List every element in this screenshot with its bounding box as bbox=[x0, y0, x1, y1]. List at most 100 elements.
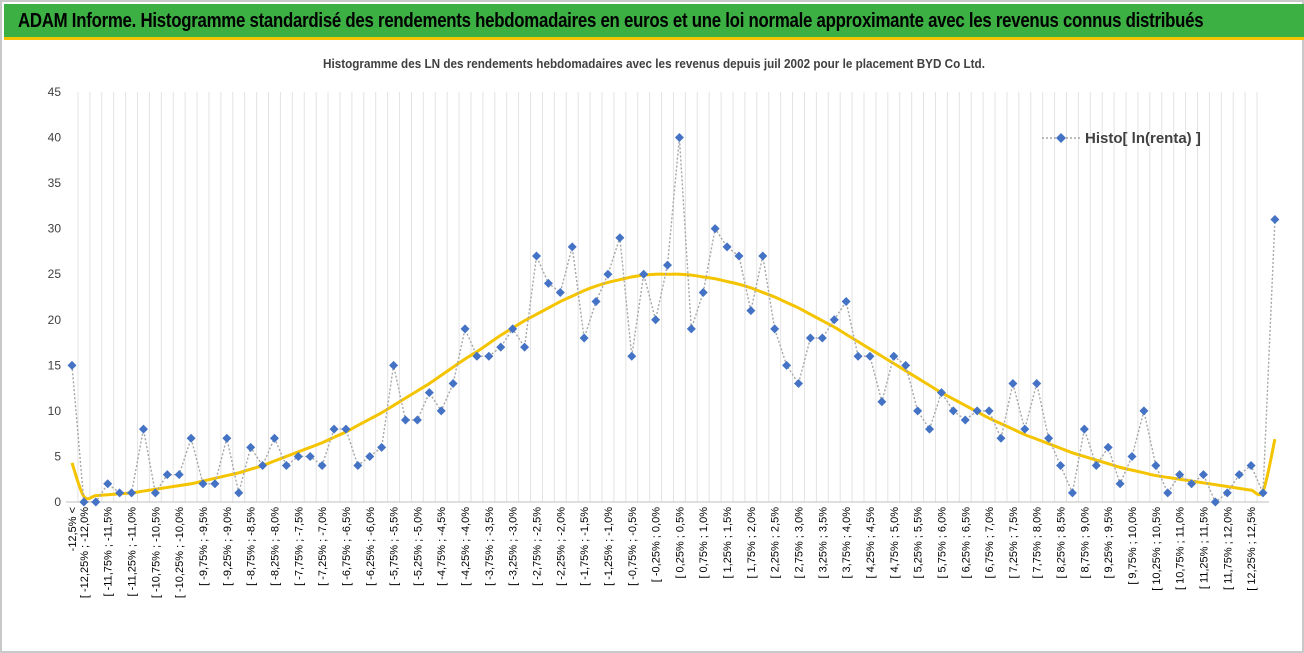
data-point-diamond bbox=[103, 479, 113, 489]
x-tick-label: [ -6,25% ; -6,0% bbox=[365, 507, 377, 586]
data-point-diamond bbox=[543, 278, 553, 288]
data-point-diamond bbox=[1103, 442, 1113, 452]
data-point-diamond bbox=[591, 297, 601, 307]
data-point-diamond bbox=[1187, 479, 1197, 489]
data-point-diamond bbox=[1175, 470, 1185, 480]
data-point-diamond bbox=[889, 351, 899, 361]
x-tick-label: [ 6,75% ; 7,0% bbox=[984, 507, 996, 579]
x-tick-label: [ 5,25% ; 5,5% bbox=[913, 507, 925, 579]
x-tick-label: [ 3,75% ; 4,0% bbox=[841, 507, 853, 579]
x-tick-label: [ 10,75% ; 11,0% bbox=[1175, 507, 1187, 590]
x-tick-label: [ 6,25% ; 6,5% bbox=[960, 507, 972, 579]
data-point-diamond bbox=[853, 351, 863, 361]
x-tick-label: [ -4,25% ; -4,0% bbox=[460, 507, 472, 586]
data-point-diamond bbox=[162, 470, 172, 480]
data-point-diamond bbox=[734, 251, 744, 261]
x-tick-label: [ -6,75% ; -6,5% bbox=[341, 507, 353, 586]
data-point-diamond bbox=[1270, 215, 1280, 225]
data-point-diamond bbox=[758, 251, 768, 261]
x-tick-label: [ 4,75% ; 5,0% bbox=[889, 507, 901, 579]
report-header: ADAM Informe. Histogramme standardisé de… bbox=[4, 4, 1304, 40]
x-tick-label: [ -3,75% ; -3,5% bbox=[484, 507, 496, 586]
x-tick-label: [ -3,25% ; -3,0% bbox=[508, 507, 520, 586]
data-point-diamond bbox=[1139, 406, 1149, 416]
data-point-diamond bbox=[472, 351, 482, 361]
data-point-diamond bbox=[198, 479, 208, 489]
data-point-diamond bbox=[281, 461, 291, 471]
data-point-diamond bbox=[674, 133, 684, 143]
data-point-diamond bbox=[1234, 470, 1244, 480]
x-tick-label: [ -7,25% ; -7,0% bbox=[317, 507, 329, 586]
data-point-diamond bbox=[686, 324, 696, 334]
x-tick-label: [ -2,25% ; -2,0% bbox=[555, 507, 567, 586]
y-tick-label: 45 bbox=[48, 85, 62, 99]
x-tick-label: [ 8,75% ; 9,0% bbox=[1079, 507, 1091, 579]
x-tick-label: [ -8,75% ; -8,5% bbox=[246, 507, 258, 586]
data-point-diamond bbox=[1222, 488, 1232, 498]
data-point-diamond bbox=[174, 470, 184, 480]
data-point-diamond bbox=[877, 397, 887, 407]
y-tick-label: 0 bbox=[54, 495, 61, 509]
data-point-diamond bbox=[258, 461, 268, 471]
normal-curve-series bbox=[70, 272, 1277, 501]
data-point-diamond bbox=[353, 461, 363, 471]
data-point-diamond bbox=[936, 388, 946, 398]
y-tick-label: 15 bbox=[48, 358, 62, 372]
data-point-diamond bbox=[1056, 461, 1066, 471]
data-point-diamond bbox=[484, 351, 494, 361]
data-point-diamond bbox=[710, 224, 720, 234]
y-axis: 0 5 10 15 20 25 30 35 40 45 bbox=[48, 85, 1269, 509]
data-point-diamond bbox=[555, 287, 565, 297]
x-tick-label: [ -0,75% ; -0,5% bbox=[627, 507, 639, 586]
x-tick-label: [ 7,25% ; 7,5% bbox=[1008, 507, 1020, 579]
data-point-diamond bbox=[1210, 497, 1220, 507]
data-point-diamond bbox=[222, 433, 232, 443]
x-tick-label: [ -0,25% ; 0,0% bbox=[651, 507, 663, 582]
y-tick-label: 35 bbox=[48, 176, 62, 190]
report-title: ADAM Informe. Histogramme standardisé de… bbox=[18, 10, 1204, 32]
x-tick-label: [ -2,75% ; -2,5% bbox=[531, 507, 543, 586]
data-point-diamond bbox=[567, 242, 577, 252]
x-tick-label: [ 4,25% ; 4,5% bbox=[865, 507, 877, 579]
x-tick-label: [ -5,25% ; -5,0% bbox=[412, 507, 424, 586]
data-point-diamond bbox=[996, 433, 1006, 443]
x-tick-label: [ 12,25% ; 12,5% bbox=[1246, 507, 1258, 591]
x-tick-label: [ 9,75% ; 10,0% bbox=[1127, 507, 1139, 585]
x-tick-label: [ 8,25% ; 8,5% bbox=[1056, 507, 1068, 579]
x-tick-label: [ 1,75% ; 2,0% bbox=[746, 507, 758, 579]
chart-gridlines bbox=[77, 92, 1258, 502]
x-tick-label: [ 11,75% ; 12,0% bbox=[1222, 507, 1234, 590]
y-tick-label: 25 bbox=[48, 267, 62, 281]
data-point-diamond bbox=[627, 351, 637, 361]
x-tick-label: [ -10,75% ; -10,5% bbox=[150, 507, 162, 598]
x-tick-label: [ -8,25% ; -8,0% bbox=[269, 507, 281, 586]
y-tick-label: 10 bbox=[48, 404, 62, 418]
data-point-diamond bbox=[234, 488, 244, 498]
y-tick-label: 5 bbox=[54, 449, 61, 463]
x-tick-label: [ 5,75% ; 6,0% bbox=[936, 507, 948, 579]
data-point-diamond bbox=[746, 306, 756, 316]
chart-title: Histogramme des LN des rendements hebdom… bbox=[323, 56, 985, 71]
data-point-diamond bbox=[865, 351, 875, 361]
data-point-diamond bbox=[293, 451, 303, 461]
data-point-diamond bbox=[1032, 379, 1042, 389]
y-tick-label: 40 bbox=[48, 131, 62, 145]
x-tick-label: [ 1,25% ; 1,5% bbox=[722, 507, 734, 579]
normal-curve-line bbox=[70, 272, 1277, 501]
data-point-diamond bbox=[377, 442, 387, 452]
data-point-diamond bbox=[1151, 461, 1161, 471]
x-tick-label: -12,5% < bbox=[67, 507, 79, 551]
data-point-diamond bbox=[925, 424, 935, 434]
x-tick-label: [ 2,75% ; 3,0% bbox=[794, 507, 806, 579]
data-point-diamond bbox=[805, 333, 815, 343]
data-point-diamond bbox=[424, 388, 434, 398]
x-tick-label: [ -11,25% ; -11,0% bbox=[127, 507, 139, 597]
data-point-diamond bbox=[722, 242, 732, 252]
data-point-diamond bbox=[186, 433, 196, 443]
data-point-diamond bbox=[615, 233, 625, 243]
data-point-diamond bbox=[782, 360, 792, 370]
x-tick-label: [ -7,75% ; -7,5% bbox=[293, 507, 305, 586]
data-point-diamond bbox=[412, 415, 422, 425]
data-point-diamond bbox=[663, 260, 672, 270]
x-tick-label: [ 3,25% ; 3,5% bbox=[817, 507, 829, 579]
